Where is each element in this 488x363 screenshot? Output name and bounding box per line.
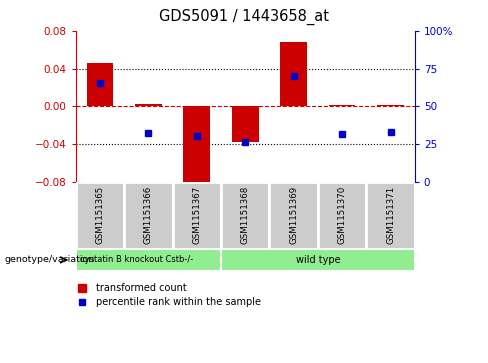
Text: GSM1151367: GSM1151367 <box>192 186 201 244</box>
Text: cystatin B knockout Cstb-/-: cystatin B knockout Cstb-/- <box>80 256 193 264</box>
Text: GSM1151370: GSM1151370 <box>338 186 346 244</box>
Bar <box>280 42 307 106</box>
Bar <box>124 182 173 249</box>
Bar <box>76 249 221 271</box>
Text: transformed count: transformed count <box>96 282 187 293</box>
Bar <box>318 182 366 249</box>
Text: GSM1151365: GSM1151365 <box>95 186 104 244</box>
Text: GSM1151368: GSM1151368 <box>241 186 250 244</box>
Bar <box>377 105 404 106</box>
Bar <box>135 104 162 106</box>
Text: GSM1151371: GSM1151371 <box>386 186 395 244</box>
Bar <box>366 182 415 249</box>
Text: genotype/variation: genotype/variation <box>5 256 95 264</box>
Text: GSM1151369: GSM1151369 <box>289 186 298 244</box>
Text: GDS5091 / 1443658_at: GDS5091 / 1443658_at <box>159 9 329 25</box>
Bar <box>76 182 124 249</box>
Bar <box>329 105 355 106</box>
Text: GSM1151366: GSM1151366 <box>144 186 153 244</box>
Bar <box>221 182 269 249</box>
Bar <box>221 249 415 271</box>
Bar <box>183 106 210 186</box>
Bar <box>173 182 221 249</box>
Bar <box>86 63 113 106</box>
Bar <box>269 182 318 249</box>
Text: wild type: wild type <box>296 255 340 265</box>
Bar <box>232 106 259 142</box>
Text: percentile rank within the sample: percentile rank within the sample <box>96 297 261 307</box>
